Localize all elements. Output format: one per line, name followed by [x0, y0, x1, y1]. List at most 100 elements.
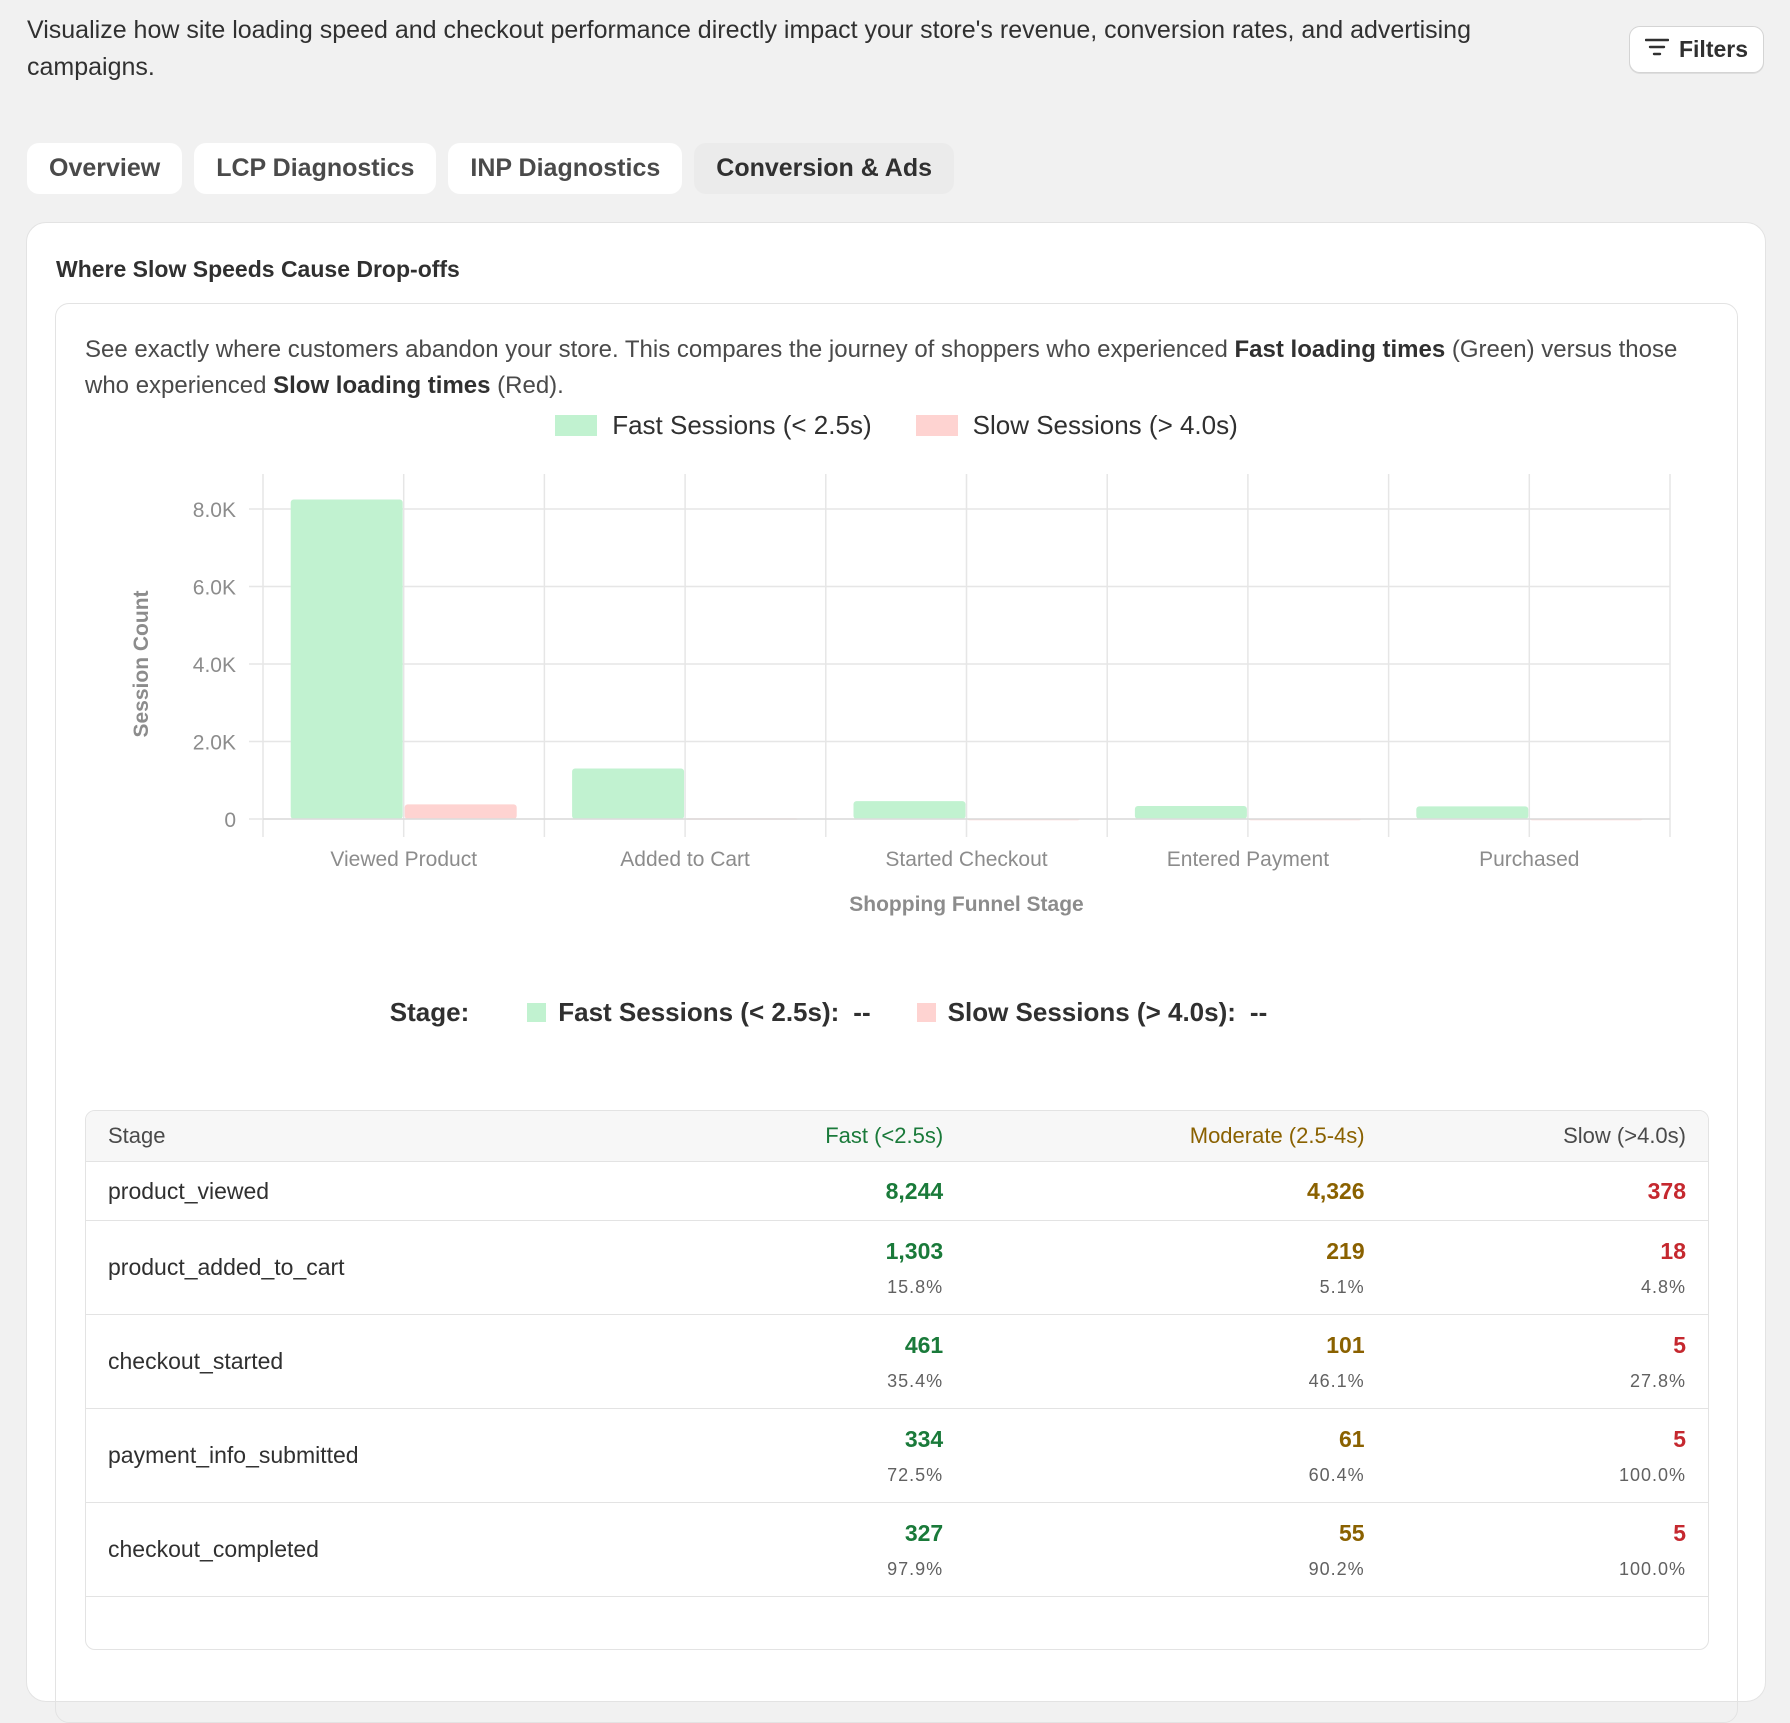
slow-count: 5 — [1673, 1425, 1686, 1452]
moderate-cell: 55 90.2% — [965, 1502, 1387, 1597]
moderate-rate: 90.2% — [1308, 1558, 1365, 1579]
bar-fast — [853, 801, 966, 819]
fast-count: 461 — [904, 1331, 944, 1358]
page-description: Visualize how site loading speed and che… — [27, 16, 1471, 81]
fast-rate: 97.9% — [887, 1558, 944, 1579]
fast-cell: 8,244 — [653, 1161, 966, 1221]
tab-conversion-ads[interactable]: Conversion & Ads — [694, 143, 955, 194]
intro-text-1: See exactly where customers abandon your… — [85, 336, 1235, 363]
bar-fast — [1134, 806, 1247, 819]
bar-fast — [572, 768, 685, 819]
hover-swatch-fast — [527, 1003, 547, 1022]
dropoff-card: Where Slow Speeds Cause Drop-offs See ex… — [26, 222, 1766, 1723]
slow-rate: 100.0% — [1618, 1558, 1686, 1579]
fast-cell: 1,303 15.8% — [653, 1220, 966, 1315]
legend-label-slow: Slow Sessions (> 4.0s) — [972, 410, 1238, 440]
fast-cell: 461 35.4% — [653, 1314, 966, 1409]
table-row: checkout_started 461 35.4% 101 46.1% 5 27.8… — [86, 1314, 1708, 1409]
hover-stage-label: Stage: — [389, 997, 470, 1027]
bar-fast — [1416, 806, 1529, 819]
fast-count: 327 — [904, 1519, 944, 1546]
stage-cell: product_added_to_cart — [86, 1220, 654, 1315]
moderate-rate: 60.4% — [1308, 1464, 1365, 1485]
legend-item-fast[interactable]: Fast Sessions (< 2.5s) — [555, 410, 872, 441]
slow-cell: 18 4.8% — [1386, 1220, 1708, 1315]
y-tick-label: 2.0K — [193, 732, 236, 755]
chart-intro: See exactly where customers abandon your… — [85, 332, 1725, 404]
fast-rate: 35.4% — [887, 1370, 944, 1391]
fast-cell: 327 97.9% — [653, 1502, 966, 1597]
hover-fast-label: Fast Sessions (< 2.5s): — [558, 997, 840, 1027]
moderate-count: 61 — [1339, 1425, 1365, 1452]
filters-label: Filters — [1678, 36, 1749, 62]
y-tick-label: 8.0K — [193, 499, 236, 522]
slow-rate: 100.0% — [1618, 1464, 1686, 1485]
tab-inp-diagnostics[interactable]: INP Diagnostics — [448, 143, 683, 194]
chart-panel: See exactly where customers abandon your… — [55, 303, 1738, 1723]
column-header-stage[interactable]: Stage — [86, 1111, 654, 1162]
slow-count: 5 — [1673, 1519, 1686, 1546]
fast-rate: 15.8% — [887, 1276, 944, 1297]
x-tick-label: Entered Payment — [1167, 848, 1329, 871]
moderate-count: 4,326 — [1307, 1177, 1365, 1204]
column-header-moderate[interactable]: Moderate (2.5-4s) — [965, 1111, 1387, 1162]
moderate-count: 101 — [1326, 1331, 1365, 1358]
bar-slow — [404, 804, 517, 819]
fast-count: 1,303 — [885, 1237, 944, 1264]
legend-label-fast: Fast Sessions (< 2.5s) — [612, 410, 872, 440]
card-title: Where Slow Speeds Cause Drop-offs — [56, 256, 460, 282]
hover-slow: Slow Sessions (> 4.0s): -- — [916, 997, 1268, 1028]
stage-cell: payment_info_submitted — [86, 1408, 654, 1503]
table-row: checkout_completed 327 97.9% 55 90.2% 5 100… — [86, 1502, 1708, 1597]
slow-cell: 5 100.0% — [1386, 1502, 1708, 1597]
moderate-count: 55 — [1339, 1519, 1365, 1546]
stage-cell: checkout_started — [86, 1314, 654, 1409]
intro-bold-fast: Fast loading times — [1234, 336, 1446, 363]
legend-item-slow[interactable]: Slow Sessions (> 4.0s) — [915, 410, 1238, 441]
filters-button[interactable]: Filters — [1629, 26, 1764, 73]
slow-count: 18 — [1660, 1237, 1686, 1264]
moderate-cell: 219 5.1% — [965, 1220, 1387, 1315]
funnel-table: Stage Fast (<2.5s) Moderate (2.5-4s) Slo… — [85, 1110, 1709, 1650]
slow-count: 378 — [1647, 1177, 1686, 1204]
legend-swatch-slow — [915, 415, 958, 436]
tab-overview[interactable]: Overview — [27, 143, 183, 194]
bar-fast — [290, 499, 403, 819]
slow-cell: 378 — [1386, 1161, 1708, 1221]
chart-legend: Fast Sessions (< 2.5s) Slow Sessions (> … — [56, 410, 1737, 441]
moderate-cell: 101 46.1% — [965, 1314, 1387, 1409]
moderate-rate: 46.1% — [1308, 1370, 1365, 1391]
slow-rate: 27.8% — [1629, 1370, 1686, 1391]
y-tick-label: 0 — [224, 809, 236, 832]
x-tick-label: Added to Cart — [620, 848, 750, 871]
y-tick-label: 4.0K — [193, 654, 236, 677]
intro-text-3: (Red). — [490, 372, 564, 399]
slow-cell: 5 100.0% — [1386, 1408, 1708, 1503]
hover-fast: Fast Sessions (< 2.5s): -- — [527, 997, 871, 1028]
intro-text-2: (Green) versus those who experienced — [85, 336, 1678, 399]
moderate-rate: 5.1% — [1319, 1276, 1365, 1297]
tab-bar: Overview LCP Diagnostics INP Diagnostics… — [27, 143, 955, 194]
slow-rate: 4.8% — [1640, 1276, 1686, 1297]
moderate-cell: 61 60.4% — [965, 1408, 1387, 1503]
fast-count: 334 — [904, 1425, 944, 1452]
stage-cell: product_viewed — [86, 1161, 654, 1221]
moderate-count: 219 — [1326, 1237, 1365, 1264]
filter-lines-icon — [1644, 36, 1670, 63]
funnel-bar-chart[interactable]: 0 2.0K 4.0K 6.0K 8.0K Viewed Product Added to … — [56, 449, 1739, 969]
tab-lcp-diagnostics[interactable]: LCP Diagnostics — [194, 143, 437, 194]
hover-slow-label: Slow Sessions (> 4.0s): — [947, 997, 1236, 1027]
x-tick-label: Started Checkout — [885, 848, 1047, 871]
hover-slow-value: -- — [1249, 997, 1268, 1027]
column-header-slow[interactable]: Slow (>4.0s) — [1386, 1111, 1708, 1162]
stage-cell: checkout_completed — [86, 1502, 654, 1597]
slow-count: 5 — [1673, 1331, 1686, 1358]
x-axis-title: Shopping Funnel Stage — [849, 893, 1084, 916]
slow-cell: 5 27.8% — [1386, 1314, 1708, 1409]
y-tick-label: 6.0K — [193, 577, 236, 600]
hover-summary: Stage: Fast Sessions (< 2.5s): -- Slow S… — [56, 997, 1737, 1028]
column-header-fast[interactable]: Fast (<2.5s) — [653, 1111, 966, 1162]
fast-cell: 334 72.5% — [653, 1408, 966, 1503]
hover-fast-value: -- — [853, 997, 871, 1027]
x-tick-label: Viewed Product — [330, 848, 477, 871]
